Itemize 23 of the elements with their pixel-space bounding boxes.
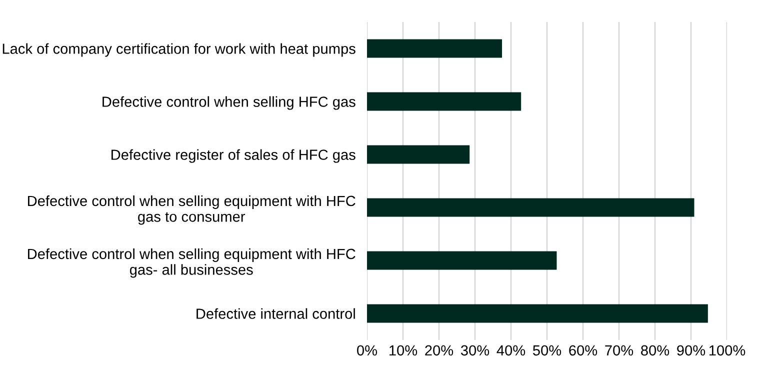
x-tick-label: 10%: [390, 345, 418, 356]
x-tick-label: 70%: [605, 345, 634, 356]
bar: [367, 304, 708, 323]
bar: [367, 145, 470, 164]
bar: [367, 92, 522, 111]
y-tick-label: Defective internal control: [196, 308, 355, 319]
x-tick-label: 80%: [641, 345, 670, 356]
y-tick-label: Defective register of sales of HFC gas: [112, 149, 356, 163]
x-tick-label: 90%: [677, 345, 706, 356]
x-tick-label: 50%: [532, 345, 562, 356]
y-tick-label: Defective control when selling equipment with HFC gas- all businesses: [28, 248, 356, 278]
x-tick-label: 0%: [357, 345, 378, 356]
x-tick-label: 20%: [425, 345, 454, 356]
bar: [367, 251, 557, 270]
y-tick-label: Defective control when selling HFC gas: [102, 96, 356, 110]
x-tick-label: 60%: [569, 345, 598, 356]
bar: [367, 198, 694, 217]
x-tick-label: 30%: [460, 345, 490, 356]
x-tick-label: 40%: [496, 345, 526, 356]
x-tick-label: 100%: [709, 345, 746, 356]
bar: [367, 39, 502, 58]
y-tick-label: Defective control when selling equipment with HFC gas to consumer: [28, 195, 356, 225]
y-tick-label: Lack of company certification for work with heat pumps: [2, 43, 356, 57]
